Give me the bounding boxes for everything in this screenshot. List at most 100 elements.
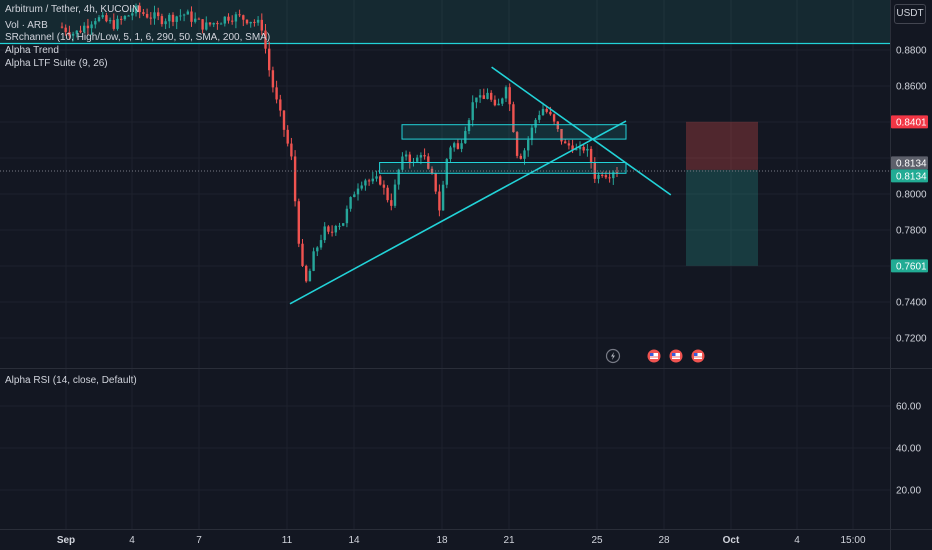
alpha-ltf-legend[interactable]: Alpha LTF Suite (9, 26) xyxy=(5,58,108,69)
candle-body xyxy=(264,30,267,49)
flag-field xyxy=(672,353,680,359)
price-label-bg xyxy=(891,259,928,273)
candle-body xyxy=(275,87,278,100)
candle-body xyxy=(567,143,571,146)
candle-body xyxy=(219,23,223,25)
candle-body xyxy=(375,176,378,179)
candle-body xyxy=(227,16,230,21)
candle-body xyxy=(527,139,530,151)
candle-body xyxy=(441,184,445,211)
candle-body xyxy=(504,87,508,99)
candle-body xyxy=(604,175,608,178)
candle-body xyxy=(464,131,467,144)
price-tick-label: 0.8800 xyxy=(896,46,927,57)
candle-body xyxy=(142,12,145,14)
candle-body xyxy=(308,270,312,282)
rsi-legend[interactable]: Alpha RSI (14, close, Default) xyxy=(5,375,137,386)
candles xyxy=(60,2,619,283)
flag-canton xyxy=(650,353,654,356)
price-tick-label: 0.7200 xyxy=(896,334,927,345)
candle-body xyxy=(131,13,134,16)
candle-body xyxy=(105,15,108,22)
alpha-trend-legend[interactable]: Alpha Trend xyxy=(5,45,59,56)
candle-body xyxy=(486,92,489,99)
time-tick-label: 4 xyxy=(129,535,135,546)
candle-body xyxy=(197,18,201,20)
candle-body xyxy=(334,226,337,233)
candle-body xyxy=(434,173,437,192)
candle-body xyxy=(490,92,493,100)
candle-body xyxy=(123,16,127,20)
price-label-text: 0.8134 xyxy=(896,158,927,169)
candle-body xyxy=(75,30,78,34)
candle-body xyxy=(268,48,271,71)
candle-body xyxy=(501,98,504,104)
price-tick-label: 0.8600 xyxy=(896,82,927,93)
candle-body xyxy=(194,18,197,22)
flag-canton xyxy=(672,353,676,356)
candle-body xyxy=(234,14,238,22)
candle-body xyxy=(223,16,226,24)
candle-body xyxy=(382,184,386,188)
currency-button[interactable]: USDT xyxy=(894,4,926,24)
price-label-text: 0.7601 xyxy=(896,261,927,272)
rsi-tick-label: 40.00 xyxy=(896,444,921,455)
candle-body xyxy=(238,14,241,16)
candle-body xyxy=(575,149,578,151)
candle-body xyxy=(471,102,474,121)
candle-body xyxy=(182,14,186,16)
candle-body xyxy=(279,99,282,111)
candle-body xyxy=(449,147,452,160)
volume-legend[interactable]: Vol · ARB xyxy=(5,20,48,31)
candle-body xyxy=(608,177,611,179)
srchannel-legend[interactable]: SRchannel (10, High/Low, 5, 1, 6, 290, 5… xyxy=(5,32,271,43)
candle-body xyxy=(301,243,304,266)
price-labels: 0.8401 0.8134 0.8134 0.7601 xyxy=(891,115,928,273)
price-axis[interactable]: 0.8800 0.8600 0.8000 0.7800 0.7400 0.7200 xyxy=(896,46,927,345)
candle-body xyxy=(345,208,349,224)
time-tick-label: Oct xyxy=(723,535,740,546)
candle-body xyxy=(216,22,219,25)
candle-body xyxy=(615,172,619,174)
price-tick-label: 0.7800 xyxy=(896,226,927,237)
candle-body xyxy=(79,30,82,33)
candle-body xyxy=(145,13,149,18)
candle-body xyxy=(116,18,119,29)
event-markers[interactable] xyxy=(605,348,705,364)
candle-body xyxy=(367,180,371,182)
position-stop-area xyxy=(686,121,758,170)
candle-body xyxy=(108,20,112,22)
candle-body xyxy=(71,33,75,36)
symbol-title[interactable]: Arbitrum / Tether, 4h, KUCOIN xyxy=(5,4,140,15)
short-position-tool[interactable] xyxy=(686,121,758,266)
time-tick-label: 18 xyxy=(436,535,448,546)
price-label-bg xyxy=(891,169,928,183)
candle-body xyxy=(186,11,189,15)
candle-body xyxy=(138,5,141,13)
candle-body xyxy=(445,159,448,185)
candle-body xyxy=(360,185,363,189)
candle-body xyxy=(312,251,315,271)
trendline xyxy=(491,66,672,196)
candle-body xyxy=(260,19,263,31)
candle-body xyxy=(408,154,411,163)
candle-body xyxy=(208,22,212,25)
candle-body xyxy=(386,187,389,201)
candle-body xyxy=(541,108,545,116)
time-axis[interactable]: Sep 4 7 11 14 18 21 25 28 Oct 4 15:00 xyxy=(57,535,866,546)
candle-body xyxy=(120,18,123,20)
candle-body xyxy=(586,148,589,151)
candle-body xyxy=(101,15,104,18)
time-tick-label: Sep xyxy=(57,535,75,546)
candle-body xyxy=(552,114,556,122)
candle-body xyxy=(419,155,423,158)
price-label-text: 0.8401 xyxy=(896,117,927,128)
time-tick-label: 7 xyxy=(196,535,202,546)
candle-body xyxy=(397,169,400,185)
price-label-bg xyxy=(891,115,928,129)
candle-body xyxy=(90,24,93,29)
rsi-axis[interactable]: 60.00 40.00 20.00 xyxy=(896,402,921,497)
candle-body xyxy=(493,99,497,106)
candle-body xyxy=(112,20,115,29)
